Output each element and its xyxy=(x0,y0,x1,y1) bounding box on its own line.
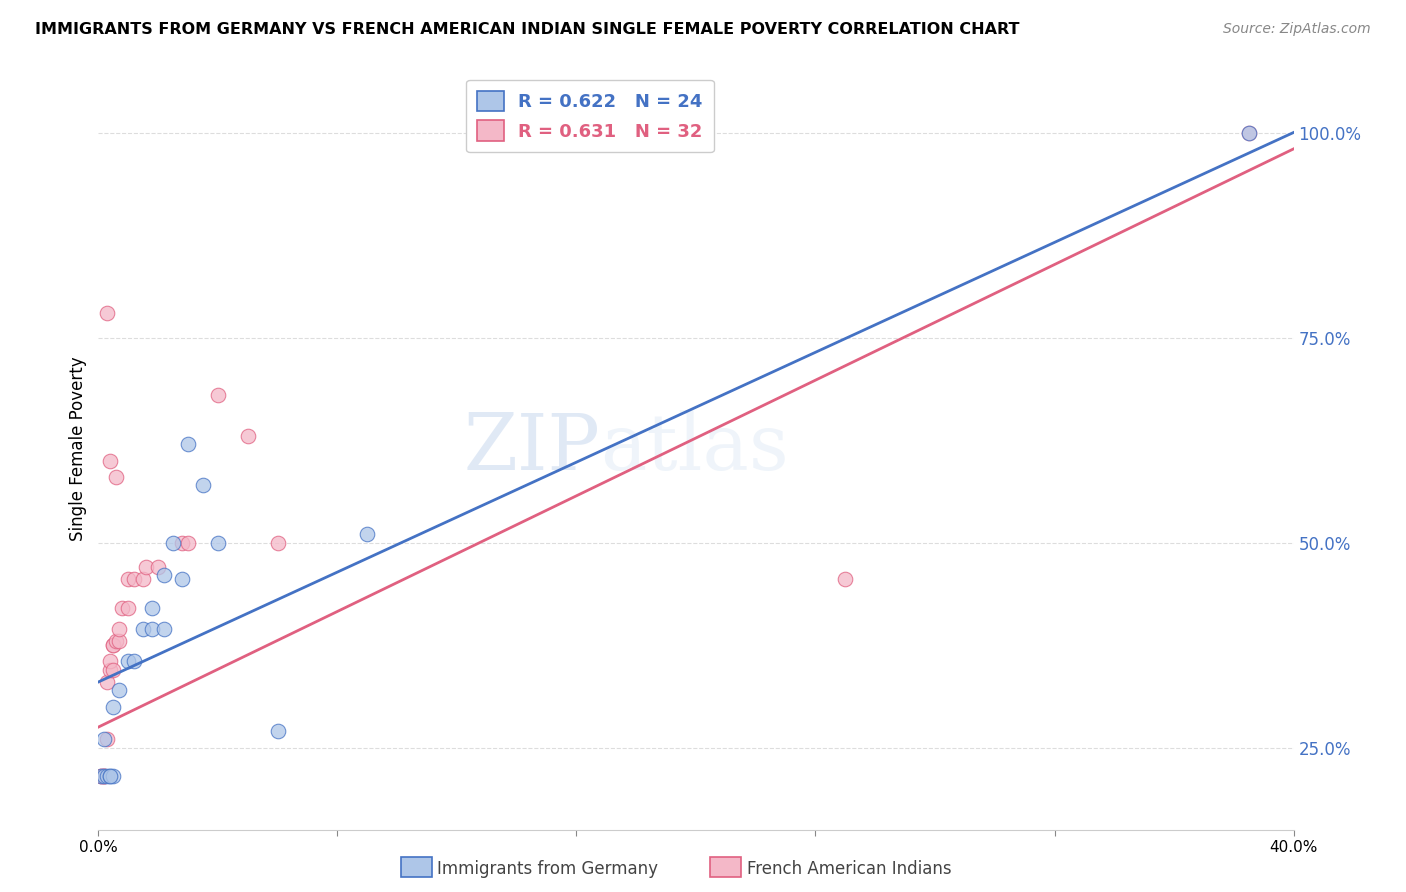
Point xyxy=(148,560,170,574)
Point xyxy=(103,663,125,677)
Point xyxy=(90,769,112,783)
Point xyxy=(98,453,122,467)
Point xyxy=(105,470,128,484)
Point xyxy=(356,527,378,541)
Point xyxy=(117,655,139,669)
Point xyxy=(124,573,146,587)
Point xyxy=(98,655,122,669)
Point xyxy=(153,568,176,582)
Point xyxy=(1237,126,1260,140)
Point xyxy=(105,634,128,648)
Text: ZIP: ZIP xyxy=(464,410,600,486)
Point xyxy=(132,622,155,636)
Point xyxy=(177,437,200,451)
Point xyxy=(96,675,118,690)
Point xyxy=(141,601,163,615)
Point xyxy=(103,638,125,652)
Point xyxy=(141,622,163,636)
Point xyxy=(93,769,115,783)
Y-axis label: Single Female Poverty: Single Female Poverty xyxy=(69,356,87,541)
Point xyxy=(93,732,115,747)
Point xyxy=(132,573,155,587)
Point xyxy=(117,573,139,587)
Point xyxy=(103,638,125,652)
Point xyxy=(172,535,194,549)
Point xyxy=(117,601,139,615)
Point xyxy=(108,634,131,648)
Point xyxy=(93,769,115,783)
Point xyxy=(103,699,125,714)
Point xyxy=(162,535,184,549)
Point xyxy=(108,683,131,698)
Point xyxy=(177,535,200,549)
Point xyxy=(93,769,115,783)
Point xyxy=(108,622,131,636)
Point xyxy=(135,560,157,574)
Point xyxy=(103,769,125,783)
Text: IMMIGRANTS FROM GERMANY VS FRENCH AMERICAN INDIAN SINGLE FEMALE POVERTY CORRELAT: IMMIGRANTS FROM GERMANY VS FRENCH AMERIC… xyxy=(35,22,1019,37)
Point xyxy=(834,573,856,587)
Point xyxy=(1237,126,1260,140)
Point xyxy=(98,769,122,783)
Text: Source: ZipAtlas.com: Source: ZipAtlas.com xyxy=(1223,22,1371,37)
Point xyxy=(96,769,118,783)
Point xyxy=(191,478,214,492)
Point xyxy=(96,306,118,320)
Point xyxy=(172,573,194,587)
Point xyxy=(98,663,122,677)
Point xyxy=(90,769,112,783)
Text: atlas: atlas xyxy=(600,410,789,486)
Point xyxy=(153,622,176,636)
Point xyxy=(93,769,115,783)
Point xyxy=(236,429,259,443)
Point xyxy=(96,732,118,747)
Point xyxy=(207,388,229,402)
Legend: R = 0.622   N = 24, R = 0.631   N = 32: R = 0.622 N = 24, R = 0.631 N = 32 xyxy=(465,79,714,153)
Point xyxy=(90,769,112,783)
Point xyxy=(98,769,122,783)
Point xyxy=(267,535,290,549)
Text: Immigrants from Germany: Immigrants from Germany xyxy=(437,860,658,878)
Point xyxy=(111,601,134,615)
Point xyxy=(124,655,146,669)
Text: French American Indians: French American Indians xyxy=(747,860,952,878)
Point xyxy=(207,535,229,549)
Point xyxy=(267,724,290,739)
